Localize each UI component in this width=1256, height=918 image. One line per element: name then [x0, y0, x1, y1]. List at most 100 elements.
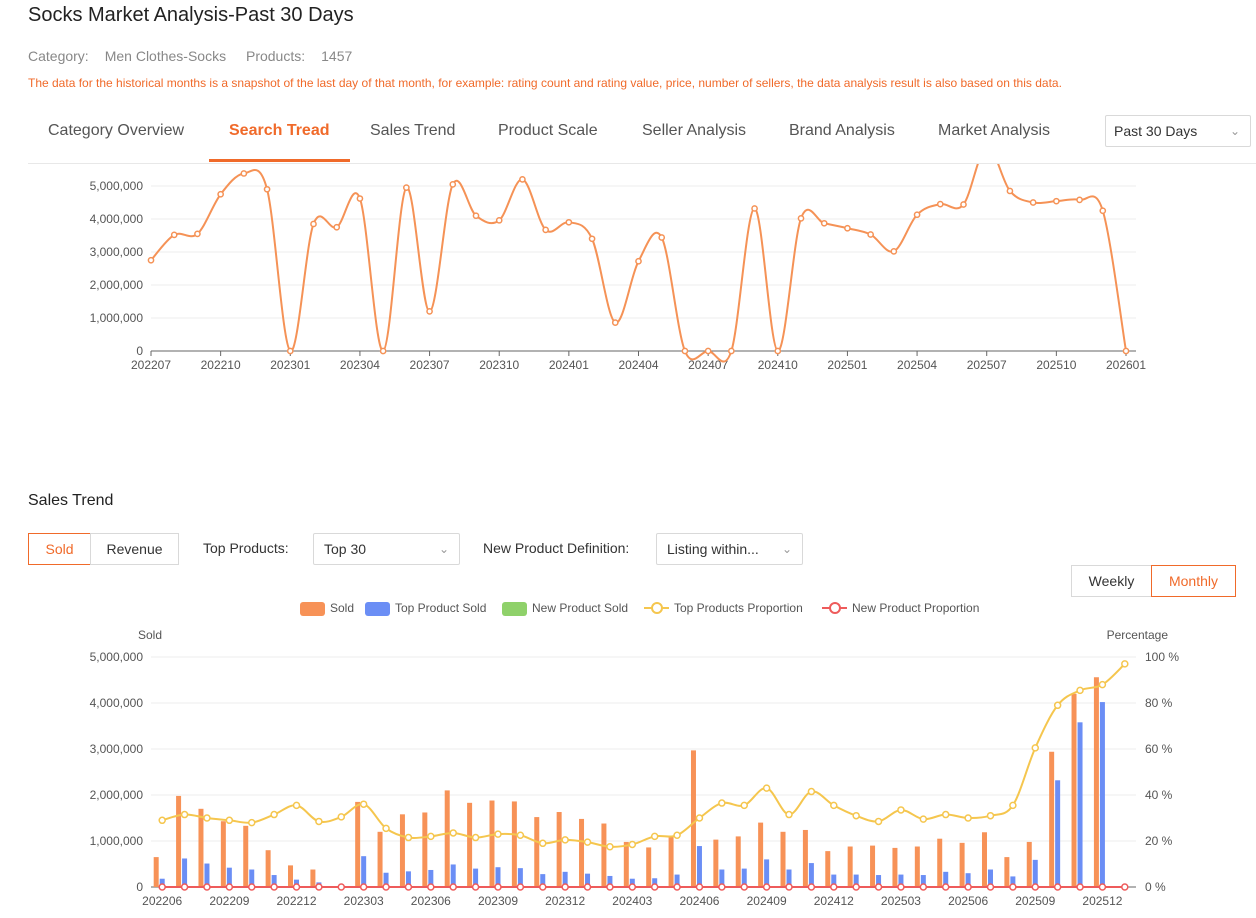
new-product-proportion-point: [494, 883, 502, 891]
top-products-proportion-point: [382, 824, 390, 833]
search-volume-point: [426, 308, 433, 315]
sold-bar: [870, 845, 876, 887]
top-products-proportion-point: [1121, 660, 1129, 668]
legend-label: New Product Proportion: [852, 601, 980, 615]
new-product-proportion-point: [673, 883, 681, 891]
top-product-sold-bar: [249, 869, 255, 887]
search-volume-point: [936, 200, 944, 208]
tab-seller-analysis[interactable]: Seller Analysis: [642, 122, 747, 139]
new-product-definition-select[interactable]: Listing within... ⌄: [656, 533, 803, 565]
top-products-proportion-point: [628, 840, 637, 849]
search-volume-point: [867, 231, 874, 238]
search-trend-chart: 0 1,000,000 2,000,000 3,000,000 4,000,000 5,0…: [90, 164, 1146, 372]
new-product-proportion-point: [897, 883, 905, 891]
search-series: [147, 164, 1130, 363]
y-left-tick-label: 1,000,000: [90, 834, 144, 848]
sold-bar: [892, 847, 898, 887]
new-product-proportion-point: [337, 883, 346, 891]
top-products-proportion-point: [964, 814, 972, 822]
new-product-proportion-point: [718, 883, 726, 891]
y-right-tick-label: 40 %: [1145, 788, 1173, 802]
sold-bar: [399, 814, 405, 887]
page-title: Socks Market Analysis-Past 30 Days: [28, 4, 354, 26]
tab-search-tread[interactable]: Search Tread: [209, 108, 350, 162]
top-product-sold-bar: [1099, 702, 1105, 887]
x-tick-label: 202401: [549, 358, 589, 372]
top-product-sold-bar: [719, 869, 725, 887]
new-product-proportion-point: [762, 883, 771, 891]
search-volume-point: [1006, 187, 1014, 195]
sold-bar: [668, 836, 674, 887]
top-products-proportion-point: [359, 800, 368, 808]
period-select[interactable]: Past 30 Days ⌄: [1105, 115, 1251, 147]
search-volume-point: [890, 247, 898, 255]
top-product-sold-bar: [428, 869, 434, 887]
top-products-proportion-point: [516, 831, 525, 839]
sold-bar: [959, 842, 965, 887]
top-products-proportion-point: [673, 831, 681, 839]
top-products-proportion-point: [1053, 701, 1062, 710]
sold-bar: [220, 821, 226, 887]
tab-product-scale[interactable]: Product Scale: [498, 122, 598, 139]
x-tick-label: 202307: [410, 358, 450, 372]
search-volume-point: [588, 235, 596, 243]
search-volume-point: [333, 223, 341, 231]
top-products-proportion-point: [740, 801, 748, 810]
revenue-toggle-button[interactable]: Revenue: [90, 533, 179, 565]
products-label: Products:: [245, 48, 306, 64]
new-product-proportion-point: [203, 883, 211, 891]
new-product-proportion-point: [247, 883, 256, 891]
search-volume-point: [751, 205, 758, 212]
weekly-toggle-button[interactable]: Weekly: [1071, 565, 1152, 597]
search-volume-point: [286, 347, 294, 355]
top-products-proportion-point: [292, 801, 301, 810]
new-product-proportion-point: [539, 883, 547, 891]
x-tick-label: 202409: [747, 894, 787, 908]
top-product-sold-bar: [786, 869, 792, 887]
x-tick-label: 202209: [209, 894, 249, 908]
top-product-sold-bar: [585, 873, 591, 887]
sold-bar: [847, 846, 853, 887]
top-products-proportion-point: [583, 838, 592, 846]
sold-bar: [1004, 857, 1010, 887]
tab-sales-trend[interactable]: Sales Trend: [370, 122, 456, 139]
new-product-proportion-point: [628, 883, 637, 891]
sold-bar: [735, 836, 741, 887]
new-product-proportion-point: [516, 883, 525, 891]
monthly-toggle-button[interactable]: Monthly: [1151, 565, 1236, 597]
legend-swatch: [365, 602, 390, 616]
tab-brand-analysis[interactable]: Brand Analysis: [789, 122, 895, 139]
sold-bar: [489, 800, 495, 887]
top-products-proportion-point: [695, 814, 704, 822]
search-volume-point: [960, 201, 967, 208]
top-product-sold-bar: [987, 869, 993, 887]
search-volume-point: [635, 257, 642, 265]
new-product-proportion-point: [225, 883, 234, 891]
y-right-tick-label: 0 %: [1145, 880, 1166, 894]
top-products-proportion-point: [471, 833, 480, 842]
sold-bar: [288, 865, 294, 887]
tab-market-analysis[interactable]: Market Analysis: [938, 122, 1051, 139]
top-product-sold-bar: [495, 867, 501, 887]
new-product-definition-value: Listing within...: [667, 541, 759, 557]
sold-bar: [422, 812, 428, 887]
sold-bar: [198, 808, 204, 887]
search-volume-point: [263, 185, 271, 193]
new-product-proportion-point: [359, 883, 368, 891]
x-tick-label: 202504: [897, 358, 937, 372]
y-right-tick-label: 60 %: [1145, 742, 1173, 756]
sold-toggle-button[interactable]: Sold: [28, 533, 91, 565]
search-volume-point: [844, 224, 851, 232]
category-meta: Category: Men Clothes-Socks Products: 1457: [28, 48, 368, 64]
search-volume-point: [658, 234, 666, 241]
tab-category-overview[interactable]: Category Overview: [48, 122, 185, 139]
top-products-select[interactable]: Top 30 ⌄: [313, 533, 460, 565]
sold-bar: [937, 838, 943, 887]
new-product-proportion-point: [158, 883, 166, 891]
top-product-sold-bar: [361, 856, 367, 887]
new-product-proportion-point: [1031, 883, 1040, 891]
x-tick-label: 202210: [201, 358, 241, 372]
top-products-proportion-point: [785, 810, 793, 819]
search-volume-point: [310, 220, 317, 228]
x-tick-label: 202406: [679, 894, 719, 908]
